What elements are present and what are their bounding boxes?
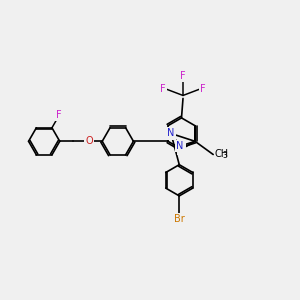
Text: 3: 3 (222, 151, 227, 160)
Text: O: O (85, 136, 93, 146)
Text: F: F (180, 71, 186, 81)
Text: F: F (56, 110, 62, 120)
Text: F: F (160, 84, 166, 94)
Text: CH: CH (215, 149, 229, 159)
Text: Br: Br (174, 214, 184, 224)
Text: N: N (167, 128, 175, 139)
Text: F: F (200, 84, 206, 94)
Text: N: N (176, 141, 184, 151)
Text: N: N (178, 144, 185, 154)
